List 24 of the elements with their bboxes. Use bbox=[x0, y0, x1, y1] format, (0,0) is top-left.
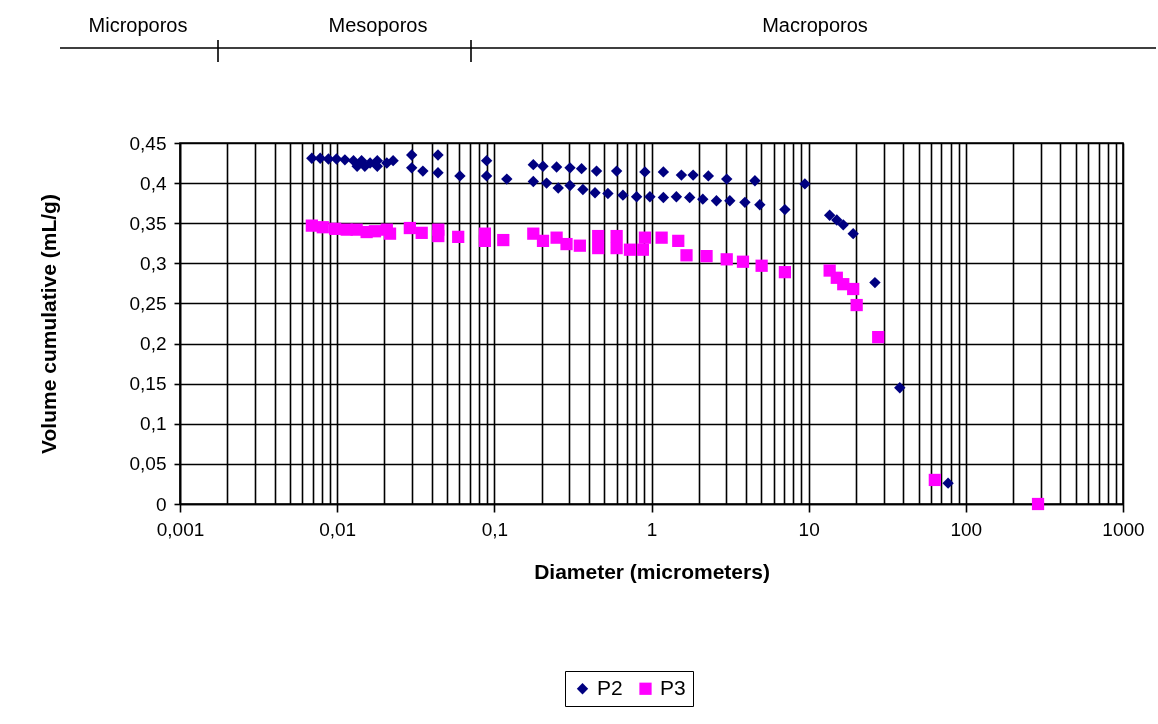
x-tick-label: 1 bbox=[646, 518, 658, 540]
legend-label: P3 bbox=[660, 675, 686, 699]
legend-label: P2 bbox=[597, 675, 623, 699]
y-tick-label: 0,15 bbox=[129, 373, 167, 395]
y-tick-label: 0,1 bbox=[140, 413, 167, 435]
y-tick-label: 0,05 bbox=[129, 453, 167, 475]
x-tick-label: 1000 bbox=[1102, 518, 1145, 540]
y-tick-label: 0,4 bbox=[140, 172, 167, 194]
y-tick-label: 0,3 bbox=[140, 252, 167, 274]
y-tick-label: 0 bbox=[155, 493, 167, 515]
y-axis-title: Volume cumulative (mL/g) bbox=[36, 194, 60, 454]
text: Microporos bbox=[88, 14, 188, 37]
y-tick-label: 0,2 bbox=[140, 333, 167, 355]
text: Macroporos bbox=[762, 14, 868, 37]
x-axis-title: Diameter (micrometers) bbox=[534, 559, 770, 583]
x-tick-label: 0,01 bbox=[319, 518, 357, 540]
y-tick-label: 0,45 bbox=[129, 132, 167, 154]
x-tick-label: 0,1 bbox=[481, 518, 509, 540]
x-tick-label: 100 bbox=[950, 518, 983, 540]
y-tick-label: 0,35 bbox=[129, 212, 167, 234]
text: Mesoporos bbox=[328, 14, 428, 37]
x-tick-label: 10 bbox=[798, 518, 820, 540]
x-tick-label: 0,001 bbox=[156, 518, 205, 540]
y-tick-label: 0,25 bbox=[129, 292, 167, 314]
